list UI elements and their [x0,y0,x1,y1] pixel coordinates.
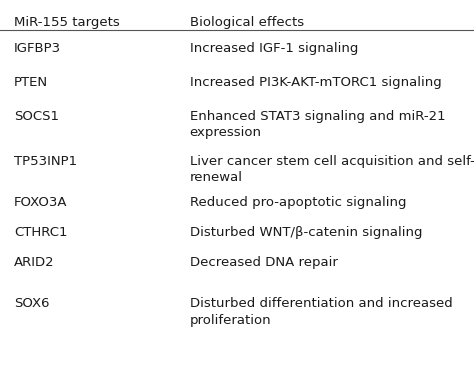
Text: CTHRC1: CTHRC1 [14,226,68,239]
Text: MiR-155 targets: MiR-155 targets [14,16,120,30]
Text: Liver cancer stem cell acquisition and self-
renewal: Liver cancer stem cell acquisition and s… [190,155,474,184]
Text: Biological effects: Biological effects [190,16,304,30]
Text: Increased IGF-1 signaling: Increased IGF-1 signaling [190,42,358,55]
Text: SOX6: SOX6 [14,297,50,311]
Text: FOXO3A: FOXO3A [14,196,68,209]
Text: Reduced pro-apoptotic signaling: Reduced pro-apoptotic signaling [190,196,406,209]
Text: TP53INP1: TP53INP1 [14,155,77,168]
Text: Increased PI3K-AKT-mTORC1 signaling: Increased PI3K-AKT-mTORC1 signaling [190,76,441,89]
Text: Enhanced STAT3 signaling and miR-21
expression: Enhanced STAT3 signaling and miR-21 expr… [190,110,445,139]
Text: Disturbed differentiation and increased
proliferation: Disturbed differentiation and increased … [190,297,452,327]
Text: IGFBP3: IGFBP3 [14,42,61,55]
Text: Decreased DNA repair: Decreased DNA repair [190,256,337,269]
Text: SOCS1: SOCS1 [14,110,59,123]
Text: ARID2: ARID2 [14,256,55,269]
Text: Disturbed WNT/β-catenin signaling: Disturbed WNT/β-catenin signaling [190,226,422,239]
Text: PTEN: PTEN [14,76,48,89]
